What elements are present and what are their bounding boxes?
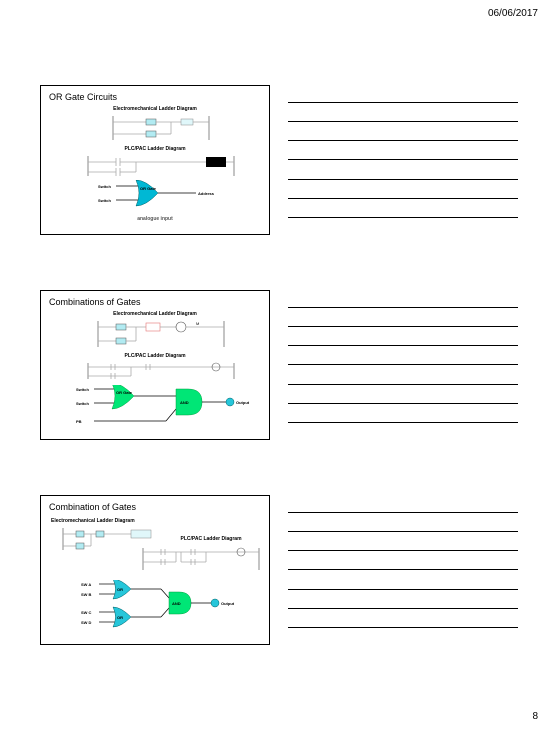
handout-row-1: OR Gate Circuits Electromechanical Ladde… — [40, 85, 520, 235]
slide-2-sub1: Electromechanical Ladder Diagram — [41, 311, 269, 317]
slide-1-gate-diagram: Switch Switch OR Gate Address — [96, 180, 226, 216]
slide-2-sub2: PLC/PAC Ladder Diagram — [41, 353, 269, 359]
slide-1-sub2: PLC/PAC Ladder Diagram — [41, 146, 269, 152]
slide-1-plc-diagram — [86, 154, 236, 178]
svg-text:SW C: SW C — [81, 610, 92, 615]
slide-1-analog: analogue input — [41, 216, 269, 222]
notes-lines-2 — [288, 290, 518, 440]
svg-text:AND: AND — [172, 601, 181, 606]
slide-1: OR Gate Circuits Electromechanical Ladde… — [40, 85, 270, 235]
slide-3-title: Combination of Gates — [49, 502, 136, 512]
slide-2-plc-diagram — [86, 361, 236, 381]
svg-text:M: M — [196, 321, 199, 326]
slide-2-gate-diagram: Switch Switch PB OR Gate AND Output — [76, 385, 256, 429]
notes-lines-1 — [288, 85, 518, 235]
slide-2: Combinations of Gates Electromechanical … — [40, 290, 270, 440]
svg-text:Switch: Switch — [76, 401, 89, 406]
slide-1-title: OR Gate Circuits — [49, 92, 117, 102]
svg-text:PB: PB — [76, 419, 82, 424]
header-date: 06/06/2017 — [488, 8, 538, 19]
svg-text:Switch: Switch — [76, 387, 89, 392]
svg-text:AND: AND — [180, 400, 189, 405]
svg-text:SW A: SW A — [81, 582, 91, 587]
slide-3: Combination of Gates Electromechanical L… — [40, 495, 270, 645]
page-number: 8 — [532, 711, 538, 722]
slide-3-plc-diagram — [141, 546, 261, 572]
slide-3-sub2: PLC/PAC Ladder Diagram — [161, 536, 261, 542]
svg-text:Switch: Switch — [98, 198, 111, 203]
slide-2-title: Combinations of Gates — [49, 297, 141, 307]
handout-row-3: Combination of Gates Electromechanical L… — [40, 495, 520, 645]
svg-text:Output: Output — [221, 601, 235, 606]
svg-text:OR: OR — [117, 587, 123, 592]
slide-1-sub1: Electromechanical Ladder Diagram — [41, 106, 269, 112]
svg-text:OR Gate: OR Gate — [140, 186, 157, 191]
slide-3-gate-diagram: SW A SW B SW C SW D OR OR AND Output — [81, 580, 251, 634]
slide-3-sub1: Electromechanical Ladder Diagram — [51, 518, 171, 524]
svg-text:Switch: Switch — [98, 184, 111, 189]
slide-2-em-diagram: M — [96, 319, 226, 349]
svg-text:SW D: SW D — [81, 620, 92, 625]
svg-text:OR: OR — [117, 615, 123, 620]
handout-row-2: Combinations of Gates Electromechanical … — [40, 290, 520, 440]
svg-text:OR Gate: OR Gate — [116, 390, 133, 395]
slide-1-em-diagram — [111, 114, 211, 142]
svg-text:Address: Address — [198, 191, 215, 196]
notes-lines-3 — [288, 495, 518, 645]
svg-text:Output: Output — [236, 400, 250, 405]
svg-text:SW B: SW B — [81, 592, 92, 597]
